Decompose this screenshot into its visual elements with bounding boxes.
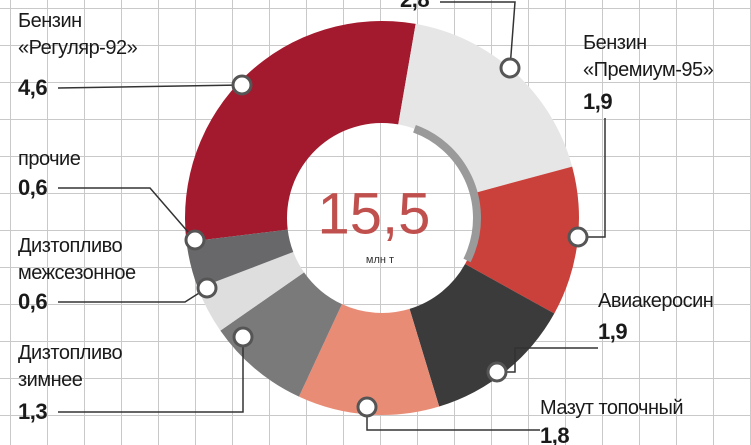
segment-value: 0,6 <box>18 289 48 314</box>
segment-name: Авиакеросин <box>598 290 714 312</box>
segment-value: 1,8 <box>540 423 570 445</box>
donut-segment <box>398 23 573 194</box>
leader-line <box>578 118 606 238</box>
donut-segment <box>465 166 579 314</box>
marker <box>196 277 218 299</box>
marker <box>356 396 378 418</box>
segment-value: 2,8 <box>400 0 430 13</box>
marker <box>499 57 521 79</box>
segment-name: Мазут топочный <box>540 397 684 419</box>
center-total: 15,5 <box>318 181 431 246</box>
segment-value: 1,9 <box>598 319 628 344</box>
segment-value: 1,3 <box>18 399 48 424</box>
segment-name: Дизтопливо межсезонное <box>18 235 136 284</box>
segment-value: 1,9 <box>583 89 613 114</box>
donut-segment <box>186 229 294 289</box>
marker <box>232 326 254 348</box>
inner-ring <box>283 119 481 317</box>
segment-value: 4,6 <box>18 75 48 100</box>
marker <box>231 74 253 96</box>
segment-name: Бензин «Регуляр-92» <box>18 10 138 59</box>
marker <box>567 226 589 248</box>
donut-segment <box>298 304 440 415</box>
leader-line <box>57 84 243 89</box>
leader-line <box>58 187 196 241</box>
segment-name: Бензин «Премиум-95» <box>583 32 714 81</box>
donut-segment <box>409 264 555 407</box>
donut-segment <box>220 272 342 397</box>
marker <box>486 361 508 383</box>
segment-name: Дизтопливо зимнее <box>18 342 123 391</box>
donut-segment <box>198 251 305 331</box>
donut-segment <box>185 20 416 243</box>
marker <box>184 229 206 251</box>
leader-line <box>58 337 244 413</box>
leader-line <box>58 287 208 303</box>
center-unit: млн т <box>366 254 394 266</box>
segment-value: 0,6 <box>18 175 48 200</box>
leader-line <box>440 1 516 69</box>
segment-name: прочие <box>18 148 81 170</box>
